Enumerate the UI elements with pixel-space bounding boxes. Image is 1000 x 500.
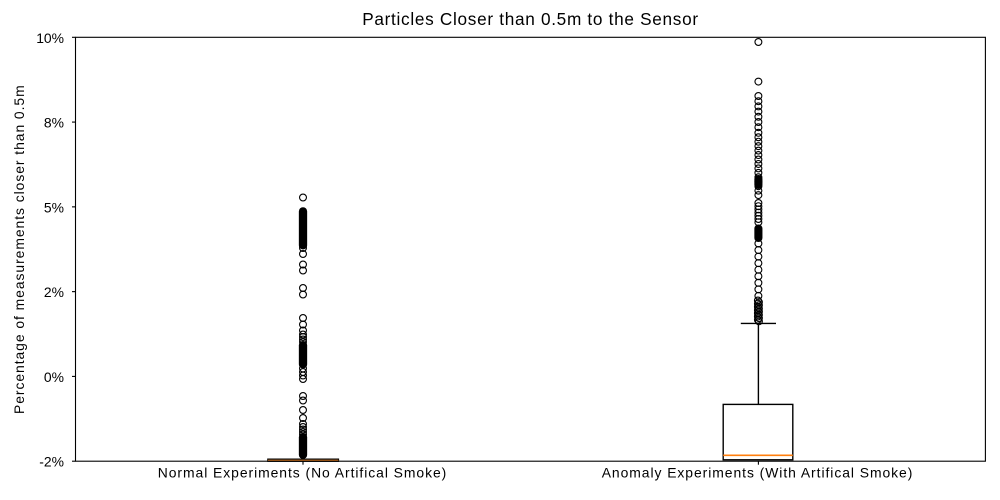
svg-text:-2%: -2% <box>39 454 64 470</box>
svg-text:Anomaly Experiments (With Arti: Anomaly Experiments (With Artifical Smok… <box>602 465 914 481</box>
svg-text:Percentage of measurements clo: Percentage of measurements closer than 0… <box>11 84 27 414</box>
svg-text:5%: 5% <box>44 199 64 215</box>
svg-text:0%: 0% <box>44 369 64 385</box>
svg-text:10%: 10% <box>36 30 64 46</box>
svg-text:Particles Closer than 0.5m to: Particles Closer than 0.5m to the Sensor <box>362 9 699 29</box>
svg-text:Normal Experiments (No Artific: Normal Experiments (No Artifical Smoke) <box>158 465 447 481</box>
svg-text:2%: 2% <box>44 284 64 300</box>
svg-text:8%: 8% <box>44 115 64 131</box>
